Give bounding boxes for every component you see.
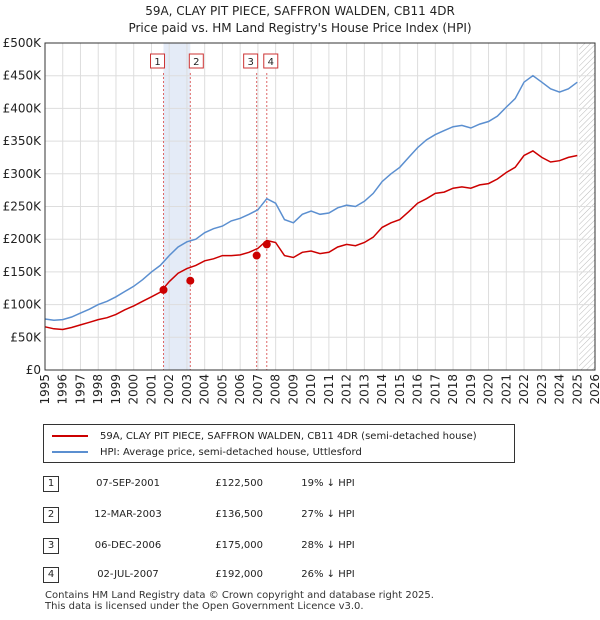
transaction-number: 3 [43,538,59,554]
legend-swatch-hpi [52,451,88,453]
x-tick-label: 1998 [91,374,105,405]
legend-entry-property: 59A, CLAY PIT PIECE, SAFFRON WALDEN, CB1… [52,429,477,443]
x-tick-label: 2006 [233,374,247,405]
transaction-date: 07-SEP-2001 [96,478,160,489]
x-tick-label: 2016 [411,374,425,405]
y-tick-label: £450K [3,69,43,83]
transaction-price: £175,000 [215,540,263,551]
x-tick-label: 2020 [482,374,496,405]
marker-box [263,53,279,69]
footer-license: This data is licensed under the Open Gov… [45,601,364,612]
marker-label: 1 [154,57,160,68]
price-chart: £0 £50K £100K £150K £200K £250K £300K £350K £400… [3,36,600,405]
marker-label: 3 [247,57,253,68]
x-tick-label: 2023 [535,374,549,405]
x-tick-label: 1996 [56,374,70,405]
marker-label: 4 [268,57,274,68]
x-tick-label: 2009 [286,374,300,405]
transaction-price: £192,000 [215,569,263,580]
x-tick-label: 2014 [375,374,389,405]
property-series-line [44,150,578,331]
x-tick-label: 2000 [127,374,141,405]
transaction-price: £122,500 [215,478,263,489]
x-tick-label: 1995 [38,374,52,405]
sale-point [186,276,195,285]
y-tick-label: £50K [10,330,42,344]
x-tick-label: 2005 [215,374,229,405]
footer: Contains HM Land Registry data © Crown c… [45,590,434,612]
marker-label: 2 [193,57,199,68]
x-tick-label: 2011 [322,374,336,405]
x-tick-label: 2022 [517,374,531,405]
x-tick-label: 2025 [570,374,584,405]
transaction-row: 3 06-DEC-2006 £175,000 28% ↓ HPI [43,536,563,556]
chart-title: 59A, CLAY PIT PIECE, SAFFRON WALDEN, CB1… [145,4,455,18]
x-tick-label: 2015 [393,374,407,405]
x-tick-label: 2013 [357,374,371,405]
x-tick-label: 1997 [73,374,87,405]
transaction-date: 02-JUL-2007 [97,569,159,580]
chart-subtitle: Price paid vs. HM Land Registry's House … [128,21,472,35]
x-tick-label: 1999 [109,374,123,405]
y-tick-label: £250K [3,200,43,214]
sale-point [262,240,271,249]
transaction-row: 2 12-MAR-2003 £136,500 27% ↓ HPI [43,505,563,525]
x-tick-label: 2026 [588,374,600,405]
y-tick-label: £500K [3,36,43,50]
x-tick-label: 2003 [180,374,194,405]
transaction-number: 1 [43,476,59,492]
x-tick-label: 2007 [251,374,265,405]
y-tick-label: £300K [3,167,43,181]
transaction-hpi-diff: 26% ↓ HPI [301,569,355,580]
legend-label-property: 59A, CLAY PIT PIECE, SAFFRON WALDEN, CB1… [100,430,477,442]
transaction-date: 06-DEC-2006 [94,540,162,551]
marker-box [243,53,259,69]
x-tick-label: 2002 [162,374,176,405]
x-tick-label: 2001 [144,374,158,405]
x-tick-label: 2024 [553,374,567,405]
x-tick-label: 2004 [198,374,212,405]
marker-box [150,53,166,69]
sale-point [252,251,261,260]
transaction-date: 12-MAR-2003 [94,509,162,520]
legend-swatch-property [52,435,88,437]
x-tick-label: 2010 [304,374,318,405]
x-tick-label: 2019 [464,374,478,405]
y-tick-label: £400K [3,101,43,115]
x-tick-label: 2017 [428,374,442,405]
y-tick-label: £350K [3,134,43,148]
x-tick-label: 2008 [269,374,283,405]
legend-label-hpi: HPI: Average price, semi-detached house,… [100,446,362,458]
footer-copyright: Contains HM Land Registry data © Crown c… [45,590,434,601]
plot-frame [44,42,596,371]
hpi-series-line [44,74,578,322]
y-tick-label: £100K [3,298,43,312]
legend: 59A, CLAY PIT PIECE, SAFFRON WALDEN, CB1… [43,424,515,463]
y-tick-label: £200K [3,232,43,246]
x-tick-label: 2021 [499,374,513,405]
x-tick-label: 2018 [446,374,460,405]
x-tick-label: 2012 [340,374,354,405]
transaction-row: 1 07-SEP-2001 £122,500 19% ↓ HPI [43,474,563,494]
transaction-hpi-diff: 28% ↓ HPI [301,540,355,551]
sale-point [159,285,168,294]
y-tick-label: £150K [3,265,43,279]
transaction-hpi-diff: 19% ↓ HPI [301,478,355,489]
transaction-number: 2 [43,507,59,523]
legend-entry-hpi: HPI: Average price, semi-detached house,… [52,445,362,459]
marker-box [188,53,204,69]
transaction-number: 4 [43,567,59,583]
y-tick-label: £0 [26,363,41,377]
transaction-hpi-diff: 27% ↓ HPI [301,509,355,520]
transaction-price: £136,500 [215,509,263,520]
transaction-row: 4 02-JUL-2007 £192,000 26% ↓ HPI [43,565,563,585]
